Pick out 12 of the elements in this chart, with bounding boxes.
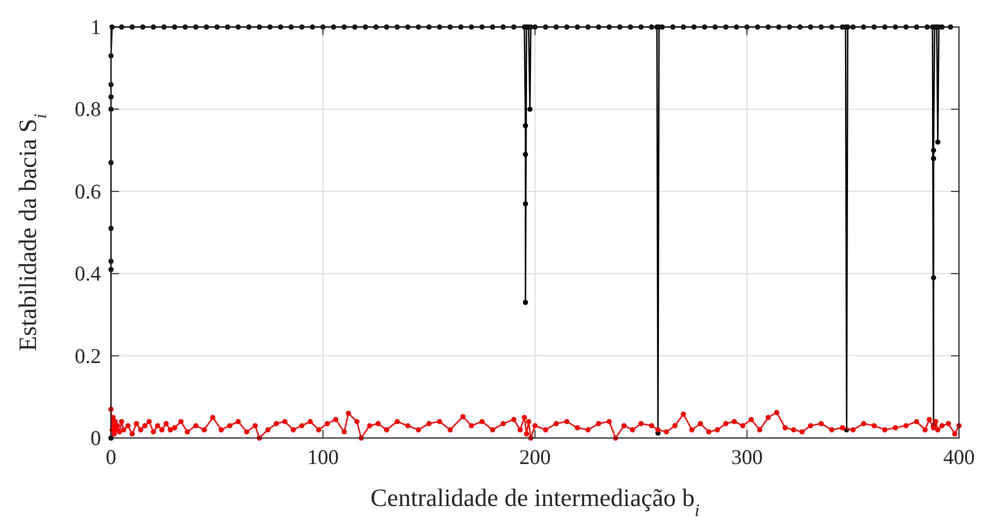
y-tick-label: 0.2 (74, 344, 101, 368)
x-axis-title: Centralidade de intermediação b$_{i}$ (370, 485, 700, 520)
x-tick-label: 400 (943, 445, 975, 469)
x-tick-label: 100 (307, 445, 339, 469)
y-tick-label: 0.8 (74, 97, 101, 122)
x-tick-label: 200 (519, 445, 551, 469)
x-tick-label: 0 (106, 445, 116, 469)
y-tick-label: 0.4 (74, 262, 102, 286)
y-tick-label: 0.6 (74, 179, 101, 204)
y-tick-label: 1 (90, 15, 101, 39)
x-tick-label: 300 (731, 445, 763, 469)
y-tick-label: 0 (90, 426, 101, 450)
